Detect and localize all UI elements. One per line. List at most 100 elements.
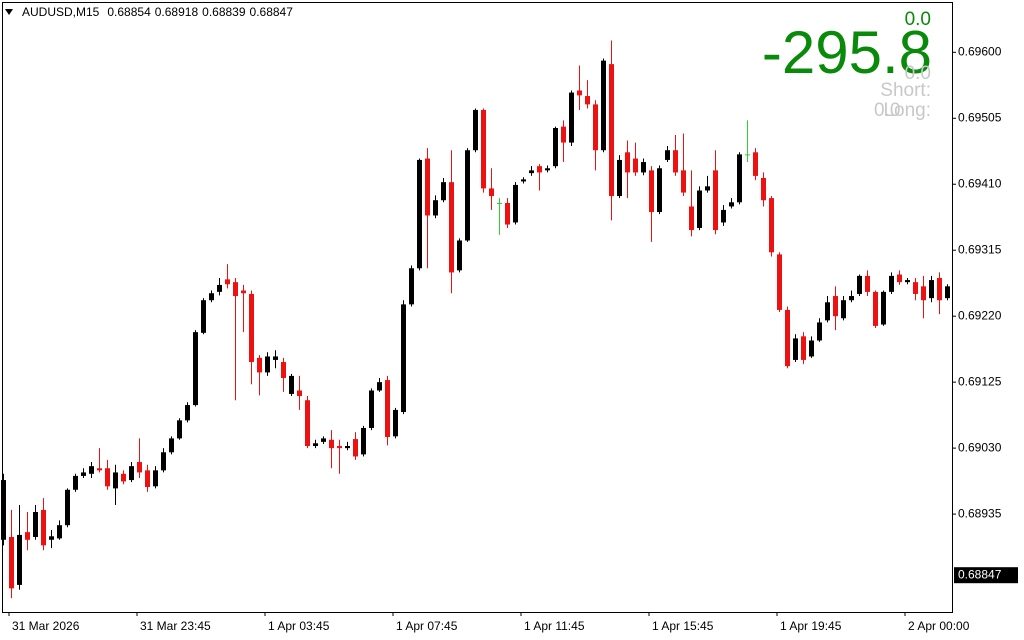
candle-body bbox=[745, 154, 750, 156]
x-tick-label: 31 Mar 23:45 bbox=[140, 619, 211, 633]
candle-body bbox=[321, 438, 326, 442]
candle-body bbox=[49, 536, 54, 540]
candle-body bbox=[137, 462, 142, 473]
candle-body bbox=[841, 300, 846, 319]
candle-body bbox=[17, 534, 22, 585]
candle-body bbox=[241, 290, 246, 294]
candle-body bbox=[833, 296, 838, 317]
candle-body bbox=[169, 438, 174, 453]
candle-body bbox=[649, 170, 654, 213]
candle-body bbox=[577, 90, 582, 96]
candle-body bbox=[177, 420, 182, 439]
short-value: 0.0 bbox=[905, 63, 931, 84]
candle-body bbox=[81, 472, 86, 476]
candle-body bbox=[657, 168, 662, 213]
candle-body bbox=[265, 356, 270, 373]
candle-body bbox=[329, 439, 334, 449]
symbol: AUDUSD,M15 bbox=[22, 5, 100, 19]
ohlc-open: 0.68854 bbox=[107, 5, 151, 19]
candle-body bbox=[793, 338, 798, 360]
y-tick-label: 0.69220 bbox=[958, 308, 1002, 322]
y-tick-label: 0.69030 bbox=[958, 440, 1002, 454]
long-value: 0.0 bbox=[874, 100, 900, 121]
candle-body bbox=[441, 182, 446, 201]
candle-body bbox=[753, 152, 758, 176]
short-label: Short: bbox=[880, 80, 931, 101]
candle-body bbox=[225, 279, 230, 285]
ohlc-high: 0.68918 bbox=[155, 5, 199, 19]
candle-body bbox=[201, 300, 206, 333]
ohlc-close: 0.68847 bbox=[250, 5, 294, 19]
indicator-profit: -295.8 bbox=[762, 19, 932, 86]
candle-body bbox=[945, 286, 950, 299]
candle-body bbox=[761, 177, 766, 201]
y-tick-label: 0.69125 bbox=[958, 374, 1002, 388]
candle-body bbox=[361, 427, 366, 455]
candle-body bbox=[97, 468, 102, 471]
indicator-value: 0.0 bbox=[905, 9, 931, 30]
x-tick-label: 1 Apr 07:45 bbox=[396, 619, 458, 633]
x-tick-label: 1 Apr 11:45 bbox=[524, 619, 585, 633]
candle-body bbox=[153, 470, 158, 487]
candle-body bbox=[113, 472, 118, 489]
candle-body bbox=[209, 293, 214, 301]
candle-body bbox=[281, 362, 286, 378]
candle-body bbox=[409, 268, 414, 305]
candle-body bbox=[73, 475, 78, 490]
candle-body bbox=[185, 405, 190, 421]
candle-body bbox=[289, 375, 294, 394]
candle-body bbox=[809, 340, 814, 357]
candle-body bbox=[121, 473, 126, 482]
candle-body bbox=[297, 390, 302, 397]
candle-body bbox=[777, 254, 782, 310]
candle-body bbox=[393, 409, 398, 437]
candle-body bbox=[353, 439, 358, 457]
candle-body bbox=[601, 60, 606, 151]
x-tick-label: 2 Apr 00:00 bbox=[908, 619, 970, 633]
candle-body bbox=[489, 188, 494, 197]
candle-body bbox=[233, 282, 238, 297]
candle-body bbox=[769, 198, 774, 253]
candle-body bbox=[609, 64, 614, 197]
price-tag-label: 0.68847 bbox=[958, 567, 1002, 581]
candle-body bbox=[385, 380, 390, 438]
x-tick-label: 31 Mar 2026 bbox=[12, 619, 80, 633]
candle-body bbox=[849, 296, 854, 301]
candle-body bbox=[545, 168, 550, 171]
candle-body bbox=[737, 154, 742, 203]
candle-body bbox=[705, 186, 710, 191]
price-tag bbox=[954, 567, 1018, 584]
y-tick-label: 0.68935 bbox=[958, 506, 1002, 520]
candle-body bbox=[697, 190, 702, 228]
candle-body bbox=[401, 304, 406, 413]
candle-body bbox=[1, 480, 6, 540]
candle-body bbox=[377, 382, 382, 391]
candle-body bbox=[633, 158, 638, 173]
candle-body bbox=[497, 202, 502, 204]
candle-body bbox=[929, 280, 934, 299]
candle-body bbox=[553, 127, 558, 167]
candle-body bbox=[369, 390, 374, 428]
candle-body bbox=[465, 150, 470, 241]
y-tick-label: 0.69410 bbox=[958, 176, 1002, 190]
candle-body bbox=[681, 170, 686, 193]
candle-body bbox=[505, 202, 510, 225]
candle-body bbox=[273, 356, 278, 360]
candle-body bbox=[473, 109, 478, 151]
candle-body bbox=[257, 357, 262, 373]
candle-body bbox=[937, 277, 942, 301]
candle-body bbox=[625, 152, 630, 173]
candle-body bbox=[105, 468, 110, 487]
candle-body bbox=[921, 286, 926, 301]
candle-body bbox=[337, 446, 342, 449]
ohlc-low: 0.68839 bbox=[202, 5, 246, 19]
candle-body bbox=[313, 443, 318, 447]
candle-body bbox=[457, 240, 462, 271]
x-tick-label: 1 Apr 19:45 bbox=[780, 619, 842, 633]
candle-body bbox=[89, 466, 94, 474]
candle-body bbox=[217, 284, 222, 292]
candle-body bbox=[897, 274, 902, 283]
candle-body bbox=[801, 336, 806, 360]
